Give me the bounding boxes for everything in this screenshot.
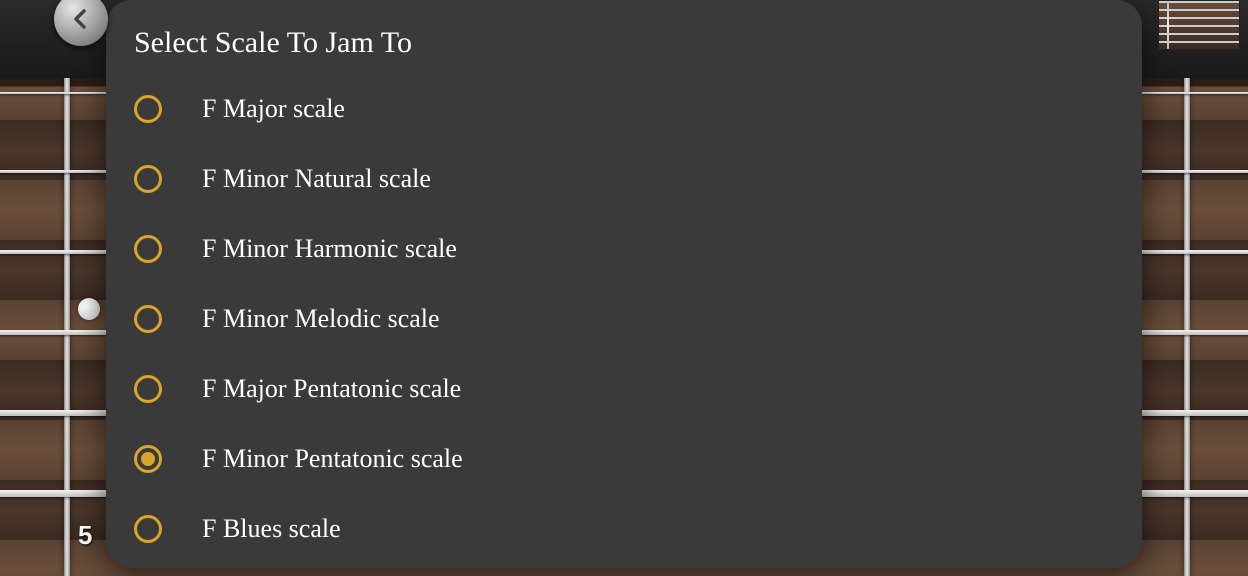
radio-icon (134, 95, 162, 123)
radio-icon (134, 515, 162, 543)
modal-title: Select Scale To Jam To (106, 18, 1142, 74)
scale-option[interactable]: F Minor Pentatonic scale (106, 424, 1142, 494)
fret-bar (64, 70, 70, 576)
select-scale-modal: Select Scale To Jam To F Major scale F Mi… (106, 0, 1142, 568)
scale-option[interactable]: F Minor Natural scale (106, 144, 1142, 214)
scale-option[interactable]: F Major Pentatonic scale (106, 354, 1142, 424)
radio-icon (134, 375, 162, 403)
fretboard-marker-dot (78, 298, 100, 320)
scale-option[interactable]: F Blues scale (106, 494, 1142, 564)
scale-option-label: F Blues scale (202, 514, 341, 544)
radio-icon (134, 445, 162, 473)
scale-option-label: F Major scale (202, 94, 345, 124)
fret-bar (1184, 70, 1190, 576)
fret-number: 5 (78, 520, 92, 551)
radio-icon (134, 235, 162, 263)
scale-option[interactable]: F Minor Melodic scale (106, 284, 1142, 354)
scale-option[interactable]: F Minor Harmonic scale (106, 214, 1142, 284)
scale-options-list: F Major scale F Minor Natural scale F Mino… (106, 74, 1142, 564)
scale-option-label: F Minor Harmonic scale (202, 234, 457, 264)
scale-option-label: F Minor Pentatonic scale (202, 444, 463, 474)
guitar-neck-thumbnail[interactable] (1158, 0, 1240, 50)
scale-option[interactable]: F Major scale (106, 74, 1142, 144)
chevron-left-icon (69, 7, 93, 31)
scale-option-label: F Minor Natural scale (202, 164, 431, 194)
scale-option-label: F Major Pentatonic scale (202, 374, 461, 404)
scale-option-label: F Minor Melodic scale (202, 304, 440, 334)
radio-icon (134, 165, 162, 193)
radio-icon (134, 305, 162, 333)
